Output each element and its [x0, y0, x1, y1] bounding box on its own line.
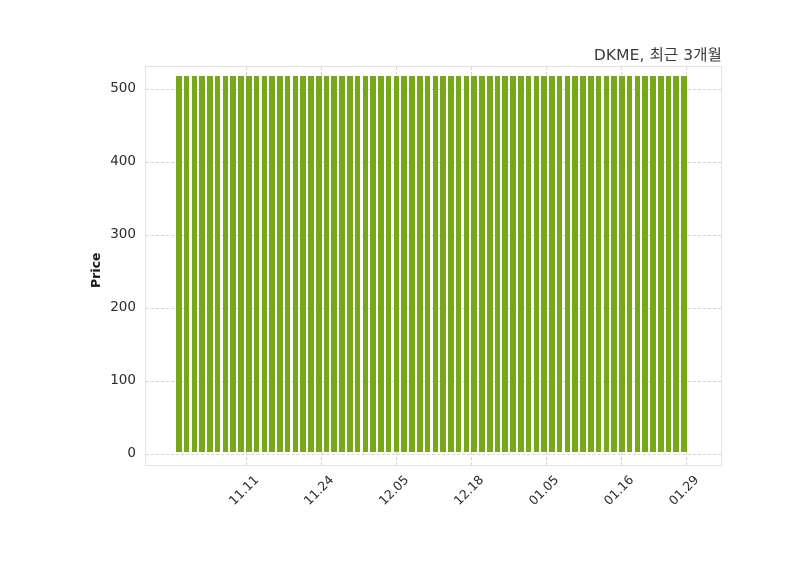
bar — [238, 76, 244, 452]
bar — [199, 76, 205, 452]
bar — [354, 76, 361, 452]
bar — [650, 76, 656, 452]
bar — [657, 76, 664, 452]
bar — [277, 76, 283, 452]
x-tick-label: 12.05 — [375, 472, 412, 508]
bar — [634, 76, 641, 452]
bar — [533, 76, 540, 452]
bar — [424, 76, 431, 452]
bar — [284, 76, 291, 452]
bar — [642, 76, 648, 452]
bar — [339, 76, 345, 452]
bar — [665, 76, 672, 452]
bar — [580, 76, 586, 452]
bar — [191, 76, 198, 452]
bar — [479, 76, 485, 452]
chart-title: DKME, 최근 3개월 — [593, 46, 722, 64]
bar — [409, 76, 415, 452]
bar — [214, 76, 221, 452]
bar — [370, 76, 376, 452]
bar — [183, 76, 190, 452]
bar — [673, 76, 680, 452]
y-tick-label: 100 — [110, 372, 136, 388]
bar — [626, 76, 633, 452]
bar — [245, 76, 252, 452]
bar — [401, 76, 407, 452]
bar — [362, 76, 369, 452]
bar — [331, 76, 338, 452]
bar — [347, 76, 353, 452]
bar — [292, 76, 299, 452]
x-tick-label: 12.18 — [450, 472, 487, 508]
bar — [556, 76, 563, 452]
bar — [494, 76, 501, 452]
x-tick-label: 11.11 — [225, 472, 262, 508]
bar — [518, 76, 524, 452]
x-tick-label: 01.16 — [600, 472, 637, 508]
bar — [300, 76, 306, 452]
x-tick-label: 01.05 — [525, 472, 562, 508]
bar — [463, 76, 470, 452]
bar — [611, 76, 617, 452]
bar — [448, 76, 454, 452]
bar — [510, 76, 516, 452]
bar — [432, 76, 439, 452]
bar — [176, 76, 182, 452]
bar — [595, 76, 602, 452]
bar — [416, 76, 423, 452]
y-tick-label: 300 — [110, 226, 136, 242]
bars-layer — [146, 67, 721, 465]
bar — [393, 76, 400, 452]
y-axis-label: Price — [88, 252, 103, 289]
bar — [549, 76, 555, 452]
y-tick-label: 400 — [110, 153, 136, 169]
y-tick-label: 200 — [110, 299, 136, 315]
bar — [486, 76, 493, 452]
bar — [619, 76, 625, 452]
bar — [541, 76, 547, 452]
bar — [681, 76, 687, 452]
x-tick-label: 01.29 — [665, 472, 702, 508]
bar — [230, 76, 236, 452]
bar — [471, 76, 477, 452]
bar — [207, 76, 213, 452]
bar — [603, 76, 610, 452]
bar — [455, 76, 462, 452]
bar — [564, 76, 571, 452]
bar — [253, 76, 260, 452]
bar — [269, 76, 275, 452]
bar — [385, 76, 392, 452]
y-tick-label: 500 — [110, 80, 136, 96]
bar — [315, 76, 322, 452]
y-tick-label: 0 — [127, 445, 136, 461]
bar — [502, 76, 509, 452]
bar — [222, 76, 229, 452]
bar — [323, 76, 330, 452]
bar — [261, 76, 268, 452]
bar — [525, 76, 532, 452]
plot-area — [145, 66, 722, 466]
bar — [378, 76, 384, 452]
bar — [308, 76, 314, 452]
bar — [587, 76, 594, 452]
bar — [440, 76, 446, 452]
x-tick-label: 11.24 — [300, 472, 337, 508]
bar — [572, 76, 578, 452]
